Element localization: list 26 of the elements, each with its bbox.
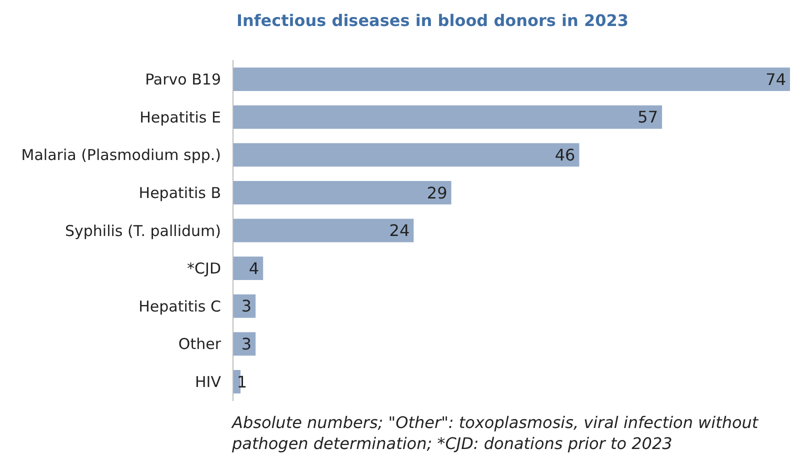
data-label: 3 xyxy=(241,334,252,354)
data-label: 29 xyxy=(426,183,448,202)
data-label: 46 xyxy=(554,145,576,164)
y-tick-label: Parvo B19 xyxy=(145,70,221,89)
data-label: 3 xyxy=(241,296,252,316)
y-tick-label: Hepatitis E xyxy=(140,108,221,126)
data-label: 57 xyxy=(638,108,658,127)
bar xyxy=(233,180,452,204)
bar xyxy=(233,68,790,91)
data-label: 74 xyxy=(766,70,786,89)
bar xyxy=(233,105,662,129)
y-tick-label: Other xyxy=(178,335,222,354)
text: Absolute numbers; "Other": toxoplasmosis, viral infection without pathogen determination; *CJD: donations prior to 2023 xyxy=(231,413,759,453)
y-tick-label: Hepatitis C xyxy=(138,297,221,316)
y-tick-label: HIV xyxy=(195,372,222,391)
y-tick-label: Hepatitis B xyxy=(138,184,221,202)
y-tick-label: Malaria (Plasmodium spp.) xyxy=(21,146,221,164)
y-tick-label: Syphilis (T. pallidum) xyxy=(65,222,221,240)
data-label: 4 xyxy=(248,258,260,278)
data-label: 1 xyxy=(236,372,247,392)
bar xyxy=(233,143,580,167)
chart-title: Infectious diseases in blood donors in 2023 xyxy=(236,11,629,30)
bar xyxy=(233,256,264,280)
data-label: 24 xyxy=(389,221,410,240)
bar xyxy=(233,218,414,242)
y-tick-label: *CJD xyxy=(187,260,221,278)
